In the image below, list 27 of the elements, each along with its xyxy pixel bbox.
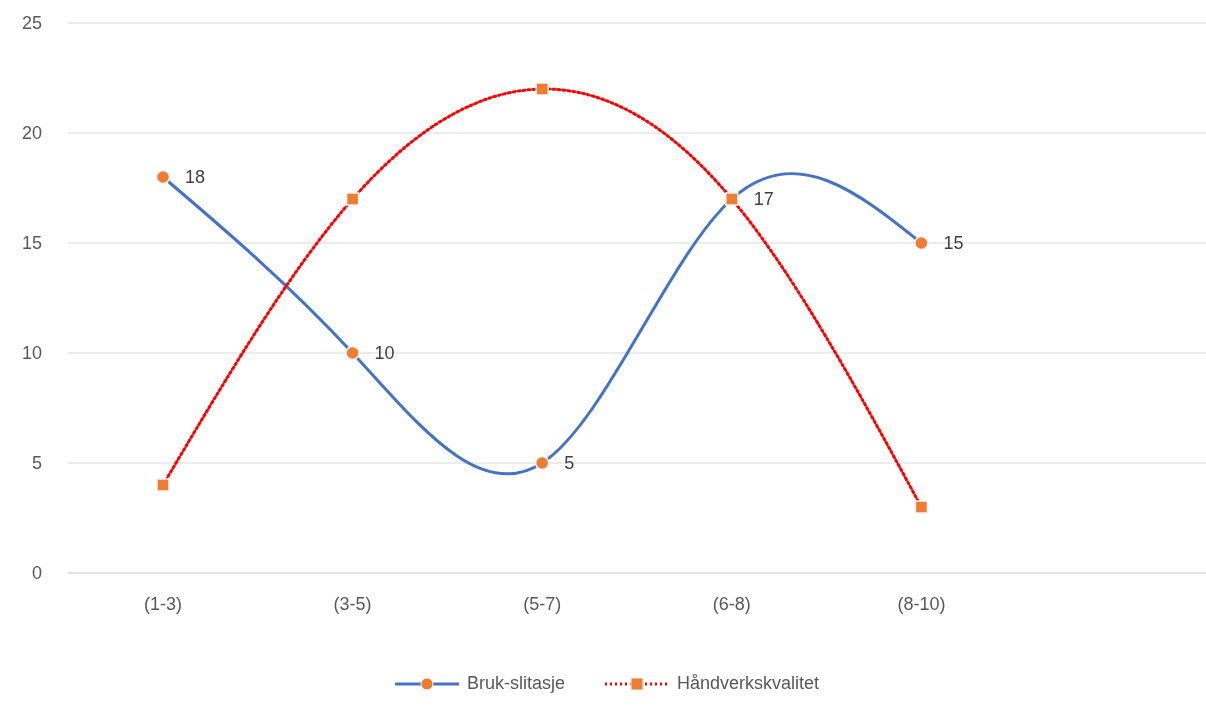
point — [535, 82, 549, 96]
y-tick-label: 10 — [21, 343, 42, 364]
point — [914, 235, 929, 251]
legend-label: Håndverkskvalitet — [676, 673, 820, 694]
point — [345, 345, 360, 361]
y-tick-label: 0 — [31, 563, 42, 584]
y-tick-label: 25 — [21, 13, 42, 34]
data-label: 17 — [753, 189, 774, 209]
x-tick-label: (3-5) — [333, 593, 372, 614]
y-tick-label: 15 — [21, 233, 42, 254]
x-tick-label: (8-10) — [897, 593, 946, 614]
point — [914, 500, 929, 514]
x-tick-label: (5-7) — [523, 593, 562, 614]
point — [534, 455, 550, 471]
legend-label: Bruk-slitasje — [465, 673, 565, 694]
point — [345, 192, 360, 206]
data-label: 15 — [943, 233, 964, 253]
x-tick-label: (1-3) — [143, 593, 183, 614]
y-tick-label: 5 — [31, 453, 42, 474]
data-label: 18 — [185, 167, 206, 187]
data-label: 5 — [564, 453, 575, 473]
y-tick-label: 20 — [21, 123, 42, 144]
x-tick-label: (6-8) — [712, 593, 751, 614]
data-label: 10 — [374, 343, 395, 363]
point — [156, 478, 170, 492]
point — [155, 169, 171, 185]
point — [725, 192, 739, 206]
